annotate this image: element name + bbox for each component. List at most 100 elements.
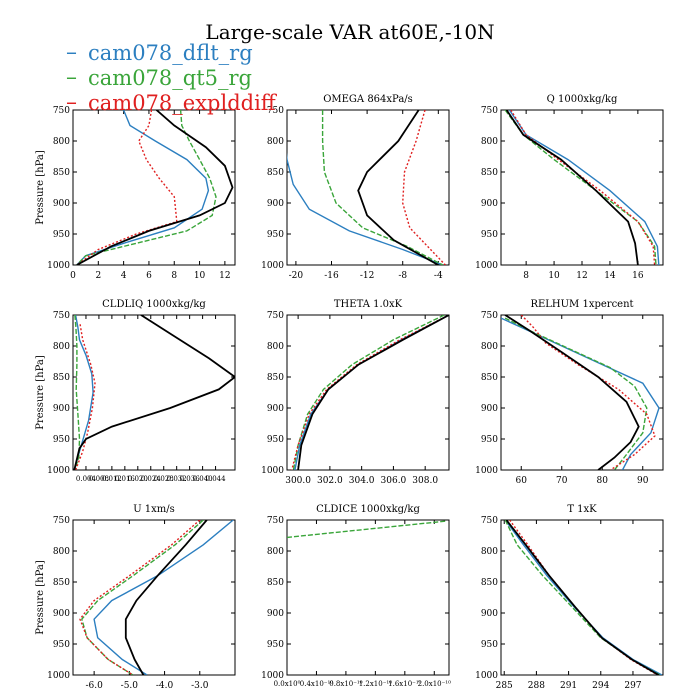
y-tick-label: 1000 bbox=[47, 261, 70, 271]
x-tick-label: 291 bbox=[560, 681, 577, 691]
x-tick-label: 0.004 bbox=[76, 475, 97, 483]
y-tick-label: 950 bbox=[267, 435, 284, 445]
x-tick-label: 8 bbox=[171, 271, 177, 281]
panel-title: Q 1000xkg/kg bbox=[547, 94, 618, 105]
y-axis-label: Pressure [hPa] bbox=[35, 150, 46, 225]
series-line-black bbox=[297, 315, 449, 470]
x-tick-label: 288 bbox=[528, 681, 545, 691]
y-tick-label: 750 bbox=[53, 516, 70, 526]
x-tick-label: 0.008 bbox=[89, 475, 109, 483]
y-tick-label: 800 bbox=[267, 137, 284, 147]
x-tick-label: 0.4x10⁻¹⁰ bbox=[300, 680, 333, 688]
y-tick-label: 750 bbox=[267, 106, 284, 116]
series-line-green bbox=[504, 110, 657, 265]
y-tick-label: 950 bbox=[267, 230, 284, 240]
y-tick-label: 850 bbox=[481, 578, 498, 588]
series-line-red bbox=[76, 110, 178, 265]
plot-frame bbox=[286, 109, 450, 266]
y-tick-label: 800 bbox=[481, 547, 498, 557]
panel-4: CLDLIQ 1000xkg/kg Pressure [hPa] 750 800 850… bbox=[35, 299, 236, 483]
legend-label: cam078_explddiff bbox=[88, 91, 276, 115]
y-tick-label: 750 bbox=[481, 106, 498, 116]
series-line-green bbox=[321, 110, 444, 265]
y-tick-label: 900 bbox=[267, 609, 284, 619]
y-tick-label: 750 bbox=[53, 106, 70, 116]
x-tick-label: 0.020 bbox=[128, 475, 148, 483]
y-axis-label: Pressure [hPa] bbox=[35, 355, 46, 430]
y-tick-label: 750 bbox=[481, 516, 498, 526]
panel-title: U 1xm/s bbox=[133, 504, 175, 515]
x-tick-label: 0.032 bbox=[167, 475, 187, 483]
x-tick-label: 2.0x10⁻¹⁰ bbox=[418, 680, 451, 688]
x-tick-label: 294 bbox=[592, 681, 609, 691]
y-tick-label: 850 bbox=[267, 373, 284, 383]
panel-6: RELHUM 1xpercent 750 800 850 900 950 1000 60 70 8… bbox=[475, 299, 664, 486]
series-line-green bbox=[504, 317, 648, 470]
series-line-green bbox=[504, 520, 661, 675]
x-tick-label: 12 bbox=[576, 271, 587, 281]
y-tick-label: 750 bbox=[481, 311, 498, 321]
y-tick-label: 850 bbox=[481, 373, 498, 383]
x-tick-label: -16 bbox=[324, 271, 339, 281]
series-line-blue bbox=[508, 110, 660, 265]
series-line-blue bbox=[287, 152, 444, 265]
x-tick-label: 10 bbox=[194, 271, 206, 281]
series-line-red bbox=[74, 324, 96, 470]
x-tick-label: 1.2x10⁻¹⁰ bbox=[359, 680, 392, 688]
x-tick-label: 0.0x10⁰ bbox=[274, 680, 301, 688]
x-tick-label: 0.8x10⁻¹⁰ bbox=[329, 680, 362, 688]
y-tick-label: 1000 bbox=[475, 466, 498, 476]
y-tick-label: 900 bbox=[53, 609, 70, 619]
y-tick-label: 750 bbox=[267, 311, 284, 321]
y-tick-label: 800 bbox=[267, 547, 284, 557]
y-tick-label: 950 bbox=[53, 435, 70, 445]
series-line-green bbox=[287, 520, 446, 539]
x-tick-label: 300.0 bbox=[285, 476, 311, 486]
x-tick-label: 0.016 bbox=[115, 475, 136, 483]
series-line-red bbox=[79, 520, 201, 675]
series-line-black bbox=[73, 315, 235, 470]
y-tick-label: 850 bbox=[53, 373, 70, 383]
x-tick-label: 14 bbox=[604, 271, 616, 281]
x-tick-label: -20 bbox=[289, 271, 304, 281]
x-tick-label: 0.012 bbox=[102, 475, 122, 483]
panel-8: CLDICE 1000xkg/kg 750 800 850 900 950 10000.0x… bbox=[261, 504, 451, 688]
x-tick-label: 297 bbox=[624, 681, 641, 691]
panel-2: OMEGA 864xPa/s 750 800 850 900 950 1000 -20 -16 -… bbox=[261, 94, 450, 281]
plot-frame bbox=[72, 314, 236, 471]
x-tick-label: 1.6x10⁻¹⁰ bbox=[388, 680, 421, 688]
series-line-green bbox=[81, 520, 204, 675]
panel-3: Q 1000xkg/kg 750 800 850 900 950 1000 8 10 12 14 16 bbox=[475, 94, 664, 281]
y-tick-label: 850 bbox=[267, 578, 284, 588]
plot-frame bbox=[500, 519, 664, 676]
y-tick-label: 950 bbox=[481, 435, 498, 445]
series-line-red bbox=[510, 110, 656, 265]
y-tick-label: 950 bbox=[267, 640, 284, 650]
y-tick-label: 750 bbox=[267, 516, 284, 526]
y-tick-label: 1000 bbox=[261, 671, 284, 681]
y-tick-label: 1000 bbox=[261, 261, 284, 271]
x-tick-label: 0.036 bbox=[180, 475, 201, 483]
panel-title: T 1xK bbox=[567, 504, 597, 515]
series-line-blue bbox=[504, 520, 663, 675]
x-tick-label: 16 bbox=[632, 271, 644, 281]
panel-7: U 1xm/s Pressure [hPa] 750 800 850 900 950 1000… bbox=[35, 504, 236, 691]
y-tick-label: 800 bbox=[481, 342, 498, 352]
series-line-blue bbox=[93, 520, 234, 675]
legend-swatch: – bbox=[66, 90, 77, 115]
y-tick-label: 900 bbox=[481, 199, 498, 209]
y-tick-label: 950 bbox=[53, 640, 70, 650]
series-line-green bbox=[292, 315, 445, 470]
legend-swatch: – bbox=[66, 65, 77, 90]
y-tick-label: 1000 bbox=[47, 466, 70, 476]
y-tick-label: 850 bbox=[267, 168, 284, 178]
x-tick-label: -5.0 bbox=[121, 681, 139, 691]
y-tick-label: 1000 bbox=[475, 261, 498, 271]
y-tick-label: 900 bbox=[53, 199, 70, 209]
figure-title: Large-scale VAR at60E,-10N bbox=[205, 20, 495, 44]
x-tick-label: -8 bbox=[398, 271, 407, 281]
y-tick-label: 1000 bbox=[47, 671, 70, 681]
y-tick-label: 950 bbox=[481, 640, 498, 650]
